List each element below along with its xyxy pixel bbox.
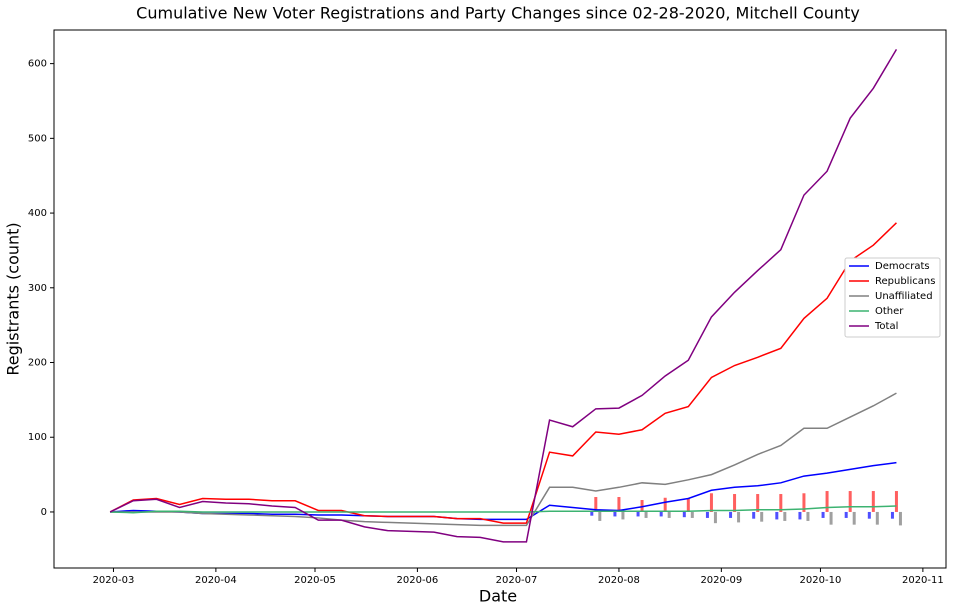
- bar: [867, 511, 871, 519]
- plot-frame: [53, 29, 947, 569]
- bar: [729, 511, 733, 518]
- bar: [705, 511, 709, 518]
- chart-title: Cumulative New Voter Registrations and P…: [136, 4, 860, 23]
- x-tick-label: 2020-08: [598, 575, 640, 586]
- bar: [844, 511, 848, 518]
- bar: [829, 511, 833, 525]
- bar: [875, 511, 879, 525]
- bar: [659, 511, 663, 517]
- bar: [663, 497, 667, 512]
- bar: [617, 497, 621, 512]
- bar: [825, 491, 829, 512]
- line: [109, 222, 897, 524]
- bar: [783, 511, 787, 521]
- x-tick-label: 2020-07: [496, 575, 538, 586]
- bar: [756, 494, 760, 512]
- x-axis-label: Date: [479, 587, 517, 606]
- y-tick-label: 400: [28, 208, 47, 219]
- bar: [690, 511, 694, 518]
- bar: [686, 498, 690, 512]
- bar: [775, 511, 779, 520]
- line: [110, 461, 897, 521]
- bar: [682, 511, 686, 518]
- bar: [713, 511, 717, 524]
- legend-label: Other: [875, 306, 904, 317]
- x-tick-label: 2020-10: [800, 575, 842, 586]
- y-tick-label: 0: [41, 507, 47, 518]
- bar: [733, 494, 737, 512]
- bar: [621, 511, 625, 520]
- y-tick-label: 300: [28, 283, 47, 294]
- x-tick-label: 2020-11: [902, 575, 944, 586]
- bar: [894, 491, 898, 512]
- bar: [667, 511, 671, 518]
- bar: [752, 511, 756, 519]
- bar: [636, 511, 640, 517]
- bar: [821, 511, 825, 518]
- line: [109, 49, 898, 543]
- legend-label: Democrats: [875, 261, 930, 272]
- legend: Democrats Republicans Unaffiliated Other Tot…: [844, 257, 941, 338]
- x-tick-label: 2020-04: [195, 575, 237, 586]
- line: [110, 505, 897, 514]
- bar: [594, 497, 598, 512]
- bar: [802, 493, 806, 512]
- y-tick-label: 200: [28, 358, 47, 369]
- bar: [590, 511, 594, 516]
- x-tick-label: 2020-09: [700, 575, 742, 586]
- bar: [798, 511, 802, 520]
- y-tick-label: 500: [28, 133, 47, 144]
- bar: [598, 511, 602, 521]
- bar: [779, 494, 783, 512]
- bar: [871, 491, 875, 512]
- bar: [613, 511, 617, 517]
- y-axis-label: Registrants (count): [4, 222, 23, 375]
- bar: [760, 511, 764, 522]
- bar: [890, 511, 894, 519]
- bar: [806, 511, 810, 521]
- bar: [737, 511, 741, 523]
- legend-label: Republicans: [875, 276, 935, 287]
- bar: [852, 511, 856, 525]
- bar: [898, 511, 902, 526]
- legend-box: [844, 257, 941, 338]
- line: [110, 392, 897, 527]
- bar: [848, 491, 852, 512]
- bar: [709, 493, 713, 512]
- x-tick-label: 2020-06: [397, 575, 439, 586]
- bar: [644, 511, 648, 518]
- x-tick-label: 2020-03: [93, 575, 135, 586]
- legend-label: Unaffiliated: [875, 291, 933, 302]
- x-tick-label: 2020-05: [294, 575, 336, 586]
- y-tick-label: 600: [28, 59, 47, 70]
- legend-label: Total: [874, 321, 898, 332]
- y-tick-label: 100: [28, 432, 47, 443]
